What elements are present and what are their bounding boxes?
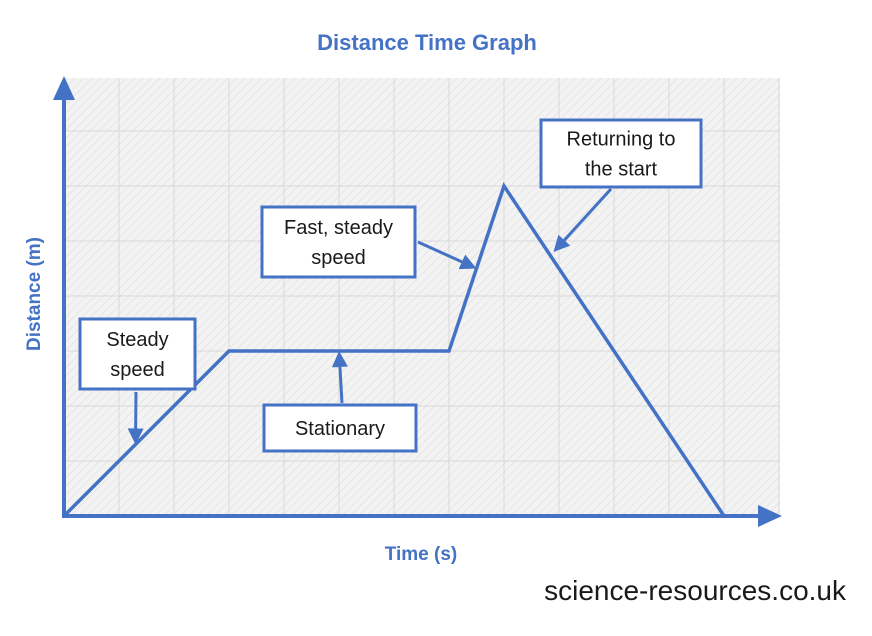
callout: Returning to the start (539, 118, 703, 252)
callout-label: speed (110, 359, 165, 381)
callout: Stationary (262, 351, 418, 453)
series-group (62, 182, 726, 518)
callout-arrowhead (553, 234, 571, 252)
callout: Fast, steady speed (260, 205, 477, 279)
callout-label: Stationary (295, 418, 385, 440)
x-axis-arrowhead (758, 505, 782, 527)
callout-label: Returning to (567, 129, 676, 151)
callout-label: Fast, steady (284, 217, 393, 239)
series-line (62, 182, 726, 518)
callout-arrowhead (458, 254, 477, 270)
x-axis-label: Time (s) (385, 544, 458, 565)
y-axis-arrowhead (53, 76, 75, 100)
callout-arrowhead (331, 351, 348, 368)
callout-label: speed (311, 247, 366, 269)
callout-box (260, 205, 417, 279)
callout-arrow-shaft (417, 240, 463, 264)
callout-arrow-shaft (338, 366, 344, 404)
axes (53, 76, 782, 527)
callout-arrowhead (127, 428, 144, 445)
chart-title: Distance Time Graph (317, 30, 537, 55)
callout-box (539, 118, 703, 189)
callouts-group: Steady speed Stationary Fast, steady speed Re… (78, 118, 703, 453)
callout-label: the start (585, 159, 658, 181)
callout-arrow-shaft (563, 187, 613, 242)
callout: Steady speed (78, 317, 197, 445)
callout-box (78, 317, 197, 391)
y-axis-label: Distance (m) (24, 237, 45, 351)
source-credit: science-resources.co.uk (544, 575, 847, 606)
callout-label: Steady (106, 329, 168, 351)
callout-box (262, 403, 418, 453)
